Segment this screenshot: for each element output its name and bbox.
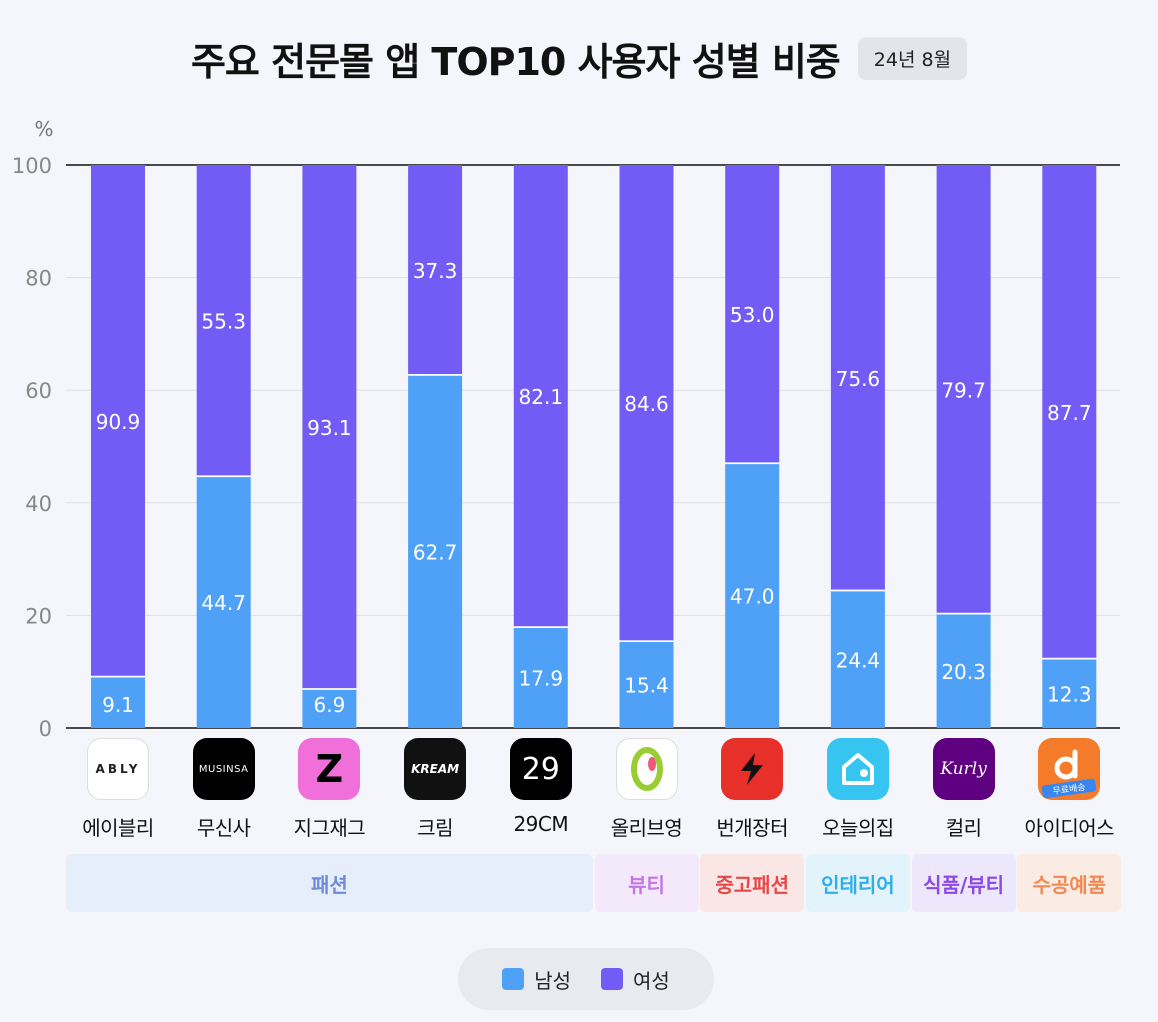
- data-label-female: 90.9: [96, 410, 141, 434]
- data-label-female: 75.6: [836, 367, 881, 391]
- app-name-label: 29CM: [513, 812, 569, 836]
- bar-female: [302, 165, 357, 689]
- kurly-logo-icon: Kurly: [932, 738, 995, 800]
- y-tick-label: 0: [39, 717, 52, 740]
- category-band: 인테리어: [805, 854, 910, 912]
- data-label-female: 53.0: [730, 303, 775, 327]
- app-name-label: 오늘의집: [822, 816, 894, 840]
- data-label-male: 20.3: [941, 660, 986, 684]
- category-band: 식품/뷰티: [911, 854, 1016, 912]
- bar-female: [619, 165, 674, 641]
- chart-title: 주요 전문몰 앱 TOP10 사용자 성별 비중: [190, 39, 841, 84]
- legend-swatch-male: [502, 968, 525, 990]
- bar-female: [1042, 165, 1097, 658]
- lightning-logo-icon: [721, 738, 784, 800]
- ably-logo-icon: ABLY: [87, 738, 149, 800]
- app-name-label: 아이디어스: [1024, 816, 1115, 840]
- bar-female: [830, 165, 885, 590]
- data-label-male: 62.7: [413, 540, 458, 564]
- data-label-male: 47.0: [730, 585, 775, 609]
- legend: 남성 여성: [458, 948, 714, 1010]
- zigzag-logo-icon: Z: [298, 738, 361, 800]
- data-label-male: 12.3: [1047, 682, 1092, 706]
- bar-male: [725, 463, 780, 728]
- category-band: 수공예품: [1017, 854, 1122, 912]
- app-name-label: 크림: [417, 816, 453, 840]
- legend-label-female: 여성: [633, 968, 670, 993]
- bar-female: [936, 165, 991, 613]
- data-label-female: 55.3: [201, 310, 246, 334]
- bar-male: [196, 476, 251, 728]
- bar-male: [936, 613, 991, 728]
- category-band: 패션: [66, 854, 593, 912]
- data-label-female: 82.1: [519, 385, 564, 409]
- legend-item-male: 남성: [502, 965, 571, 994]
- bar-male: [830, 590, 885, 728]
- y-tick-label: 60: [25, 379, 52, 403]
- 29cm-logo-icon: 29: [509, 738, 572, 800]
- category-band: 뷰티: [594, 854, 699, 912]
- data-label-female: 79.7: [941, 378, 986, 402]
- legend-item-female: 여성: [601, 965, 670, 994]
- app-name-label: 번개장터: [716, 816, 788, 840]
- y-axis-label: %: [34, 117, 53, 141]
- data-label-male: 15.4: [624, 674, 669, 698]
- house-logo-icon: [826, 738, 889, 800]
- legend-label-male: 남성: [534, 968, 571, 993]
- data-label-male: 44.7: [201, 591, 246, 615]
- app-name-label: 컬리: [945, 816, 982, 840]
- bar-female: [725, 165, 780, 463]
- bar-male: [619, 641, 674, 728]
- app-name-label: 에이블리: [82, 816, 154, 840]
- category-band: 중고패션: [700, 854, 805, 912]
- data-label-male: 17.9: [519, 667, 564, 691]
- legend-swatch-female: [601, 968, 623, 990]
- bar-male: [1042, 658, 1097, 728]
- bar-female: [408, 165, 463, 374]
- bar-male: [513, 627, 568, 728]
- bar-male: [91, 676, 145, 728]
- date-badge: 24년 8월: [857, 36, 968, 80]
- bar-female: [91, 165, 145, 676]
- y-tick-label: 20: [25, 604, 52, 628]
- data-label-female: 37.3: [413, 259, 458, 283]
- y-tick-label: 40: [25, 492, 52, 516]
- app-name-label: 무신사: [196, 816, 251, 840]
- data-label-male: 24.4: [836, 648, 881, 672]
- data-label-male: 9.1: [102, 693, 134, 717]
- data-label-female: 87.7: [1047, 401, 1092, 425]
- bar-male: [408, 374, 463, 728]
- bar-female: [196, 165, 251, 476]
- data-label-female: 84.6: [624, 392, 669, 416]
- app-name-label: 지그재그: [293, 816, 366, 840]
- app-name-label: 올리브영: [610, 816, 683, 840]
- idus-logo-icon: 무료배송: [1038, 738, 1101, 800]
- musinsa-logo-icon: MUSINSA: [192, 738, 255, 800]
- data-label-female: 93.1: [307, 416, 352, 440]
- bar-male: [302, 689, 357, 728]
- y-tick-label: 80: [25, 267, 52, 291]
- title-row: 주요 전문몰 앱 TOP10 사용자 성별 비중 24년 8월: [0, 28, 1158, 88]
- app-icon-row: ABLY MUSINSA Z KREAM 29 Kurly 무료배송: [0, 738, 1158, 802]
- y-tick-label: 100: [12, 154, 52, 178]
- stacked-bar-chart: % 0 20 40 60 80 100 9.1 90.9 44.7 55.3 6.9 93.1 62.7 3…: [12, 117, 1120, 740]
- data-label-male: 6.9: [313, 693, 345, 717]
- bar-female: [513, 165, 568, 627]
- kream-logo-icon: KREAM: [404, 738, 467, 800]
- oliveyoung-logo-icon: [615, 738, 678, 800]
